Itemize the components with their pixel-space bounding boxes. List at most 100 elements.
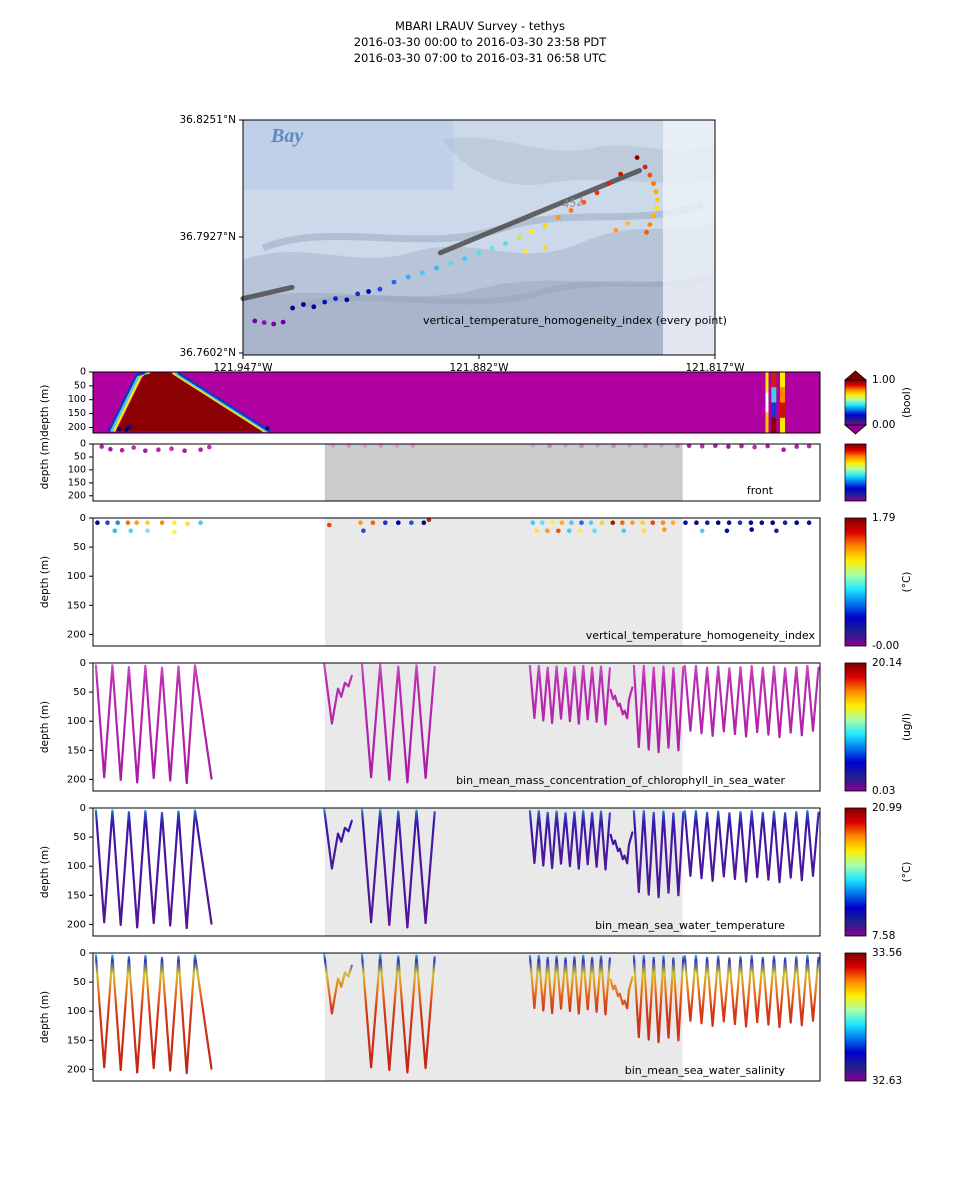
fringe-line — [172, 371, 266, 433]
vertical-temperature-homogeneity-index-dot — [610, 520, 616, 525]
vertical-temperature-homogeneity-index-dot — [396, 520, 401, 525]
depth-tick-label: 150 — [68, 408, 86, 419]
depth-tick-label: 150 — [67, 890, 86, 901]
track-dot — [529, 229, 535, 234]
front-dot — [143, 448, 148, 454]
depth-tick-label: 0 — [80, 658, 86, 669]
panel-label: front — [747, 484, 774, 497]
colorbar-temperature: 20.99 7.58 (°C) — [844, 802, 913, 942]
track-dot — [613, 228, 619, 233]
depth-axis-label: depth (m) — [39, 846, 51, 898]
panel-label: bin_mean_mass_concentration_of_chlorophy… — [456, 774, 785, 787]
front-dot — [675, 443, 680, 449]
profile-line — [323, 808, 353, 870]
depth-tick-label: 100 — [67, 1006, 86, 1017]
front-dot — [169, 446, 174, 452]
vertical-temperature-homogeneity-index-dot — [566, 528, 572, 534]
depth-tick-label: 0 — [80, 367, 86, 378]
vertical-temperature-homogeneity-index-dot — [806, 520, 812, 525]
front-dot — [119, 447, 125, 453]
profile-line — [683, 664, 820, 739]
track-dot — [644, 229, 649, 235]
vertical-temperature-homogeneity-index-dot — [105, 520, 110, 525]
fringe-line — [177, 371, 271, 433]
vertical-temperature-homogeneity-index-dot — [556, 528, 561, 534]
colorbar-extend-bottom — [843, 424, 868, 435]
track-dot — [516, 235, 522, 240]
track-dot — [434, 265, 439, 271]
track-dot — [647, 172, 653, 178]
colorbar-gradient — [844, 379, 867, 426]
colorbar-min-label: 0.03 — [872, 785, 895, 797]
panel-frame — [92, 807, 821, 937]
front-dot — [611, 443, 616, 449]
vertical-temperature-homogeneity-index-dot — [650, 520, 656, 525]
front-dot — [207, 444, 212, 450]
lat-tick-label: 36.7927°N — [179, 231, 236, 243]
track-dot — [252, 318, 258, 324]
profile-line — [609, 686, 634, 720]
colorbar-max-label: 33.56 — [872, 947, 902, 959]
vertical-temperature-homogeneity-index-dot — [112, 528, 118, 534]
vertical-temperature-homogeneity-index-dot — [95, 520, 100, 525]
bool-dot — [265, 426, 270, 431]
profile-line — [360, 808, 436, 929]
depth-axis-label: depth (m)depth (m) — [39, 385, 51, 490]
track-dot — [651, 213, 656, 219]
depth-tick-label: 50 — [73, 832, 86, 843]
colorbar-vertical-temperature-homogeneity-index: 1.79 -0.00 (°C) — [844, 512, 913, 652]
track-dot — [606, 181, 612, 186]
depth-tick-label: 0 — [80, 513, 86, 524]
track-dot — [280, 319, 286, 325]
bool-stripe — [771, 402, 777, 418]
track-dot — [311, 304, 317, 310]
front-dot — [131, 445, 136, 450]
panel-temperature: 0 50 100 150 200 depth (m) bin_mean_sea_water_… — [39, 803, 821, 937]
vertical-temperature-homogeneity-index-dot — [630, 520, 635, 525]
depth-tick-label: 150 — [67, 745, 86, 756]
vertical-temperature-homogeneity-index-dot — [770, 520, 775, 525]
front-dot — [713, 443, 718, 449]
depth-tick-label: 150 — [67, 600, 86, 611]
shaded-region — [324, 444, 683, 501]
track-dot — [542, 245, 548, 251]
profile-line — [528, 664, 611, 726]
depth-tick-label: 100 — [67, 861, 86, 872]
colorbar-max-label: 1.79 — [872, 512, 895, 524]
front-dot — [362, 443, 368, 449]
vertical-temperature-homogeneity-index-dot — [550, 520, 555, 525]
track-dot — [344, 297, 350, 303]
vertical-temperature-homogeneity-index-dot — [782, 520, 788, 525]
vertical-temperature-homogeneity-index-dot — [724, 528, 730, 534]
track-dot — [581, 199, 587, 205]
vertical-temperature-homogeneity-index-dot — [370, 520, 376, 525]
lon-tick-label: 121.882°W — [449, 362, 509, 374]
vertical-temperature-homogeneity-index-dot — [640, 520, 645, 525]
depth-tick-label: 50 — [73, 977, 86, 988]
front-dot — [699, 444, 705, 449]
map-bathymetry — [243, 120, 715, 355]
fringe-line — [107, 371, 146, 433]
profile-line — [632, 664, 685, 754]
profile-line — [323, 953, 353, 1015]
track-dot — [476, 250, 482, 256]
track-dot — [594, 190, 600, 196]
colorbar-front — [844, 443, 867, 502]
track-dot — [653, 189, 659, 195]
front-dot — [394, 443, 400, 449]
vertical-temperature-homogeneity-index-dot — [559, 520, 565, 525]
front-dot — [765, 443, 770, 449]
vertical-temperature-homogeneity-index-dot — [699, 528, 705, 534]
panel-label: vertical_temperature_homogeneity_index — [586, 629, 816, 642]
profile-line — [632, 809, 685, 899]
track-dot — [366, 289, 371, 294]
profile-line — [360, 953, 436, 1074]
depth-tick-label: 200 — [67, 629, 86, 640]
vertical-temperature-homogeneity-index-dot — [185, 521, 190, 527]
colorbar-gradient — [844, 443, 867, 502]
colorbar-min-label: 32.63 — [872, 1075, 902, 1087]
vertical-temperature-homogeneity-index-dot — [599, 520, 605, 525]
track-dot — [462, 256, 468, 262]
depth-tick-label: 50 — [74, 380, 86, 391]
vertical-temperature-homogeneity-index-dot — [705, 520, 710, 525]
